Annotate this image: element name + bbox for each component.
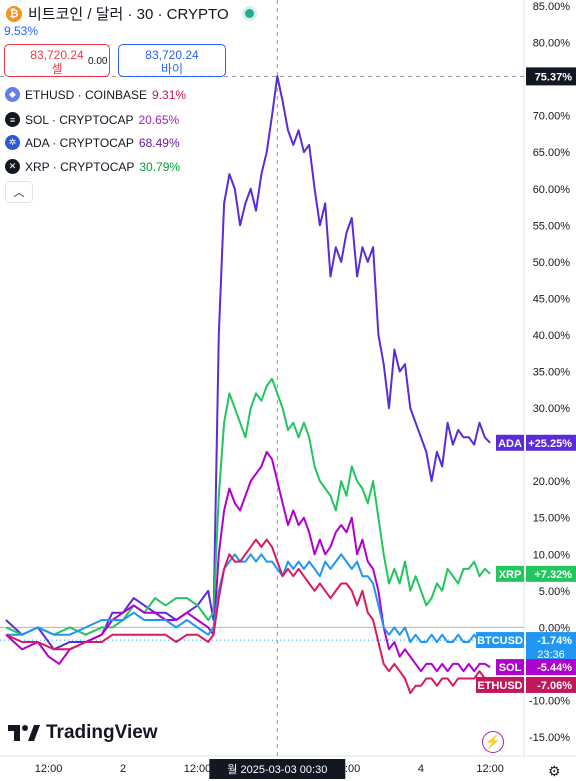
y-tick-label: 30.00% (533, 403, 571, 415)
buy-button[interactable]: 83,720.24 바이 (118, 44, 226, 77)
price-tag-countdown: 23:36 (537, 649, 565, 661)
series-line-xrp (5, 377, 491, 636)
legend-value: 20.65% (138, 112, 180, 127)
price-tag-ethusd[interactable]: ETHUSD -7.06% (476, 676, 576, 693)
legend-value: 30.79% (139, 159, 181, 174)
y-tick-label: -10.00% (529, 695, 570, 707)
gear-icon[interactable]: ⚙ (548, 763, 561, 779)
collapse-legend-button[interactable]: ︿ (5, 181, 33, 203)
crosshair-x-label-bg (209, 759, 346, 779)
price-tag-value-bg (526, 434, 576, 451)
legend-name: XRP · CRYPTOCAP (25, 159, 135, 174)
price-tag-sol[interactable]: SOL -5.44% (496, 659, 576, 676)
logo-text: TradingView (46, 722, 158, 743)
price-tag-name: BTCUSD (477, 635, 523, 647)
y-tick-label: 15.00% (533, 513, 571, 525)
y-tick-label: 55.00% (533, 220, 571, 232)
price-tag-xrp[interactable]: XRP +7.32% (496, 565, 576, 582)
y-tick-label: 50.00% (533, 257, 571, 269)
legend-item-xrp[interactable]: ✕ XRP · CRYPTOCAP 30.79% (5, 159, 180, 174)
y-tick-label: 5.00% (539, 586, 570, 598)
crosshair-x-label: 월 2025-03-03 00:30 (227, 763, 327, 776)
chart-header: ₿ 비트코인 / 달러 · 30 · CRYPTO (6, 3, 254, 24)
series-line-sol (5, 450, 491, 673)
sell-button[interactable]: 83,720.24 셀 (4, 44, 110, 77)
symbol-title[interactable]: 비트코인 / 달러 · 30 · CRYPTO (28, 6, 229, 23)
series-line-ethusd (5, 538, 491, 695)
legend-value: 68.49% (138, 135, 180, 150)
series-line-ada (5, 75, 491, 651)
solana-icon: ≡ (5, 112, 20, 127)
ethereum-icon: ◆ (5, 87, 20, 102)
price-tag-value: -7.06% (537, 680, 572, 692)
price-tag-value: +7.32% (534, 569, 572, 581)
x-tick-label: 12:00 (184, 763, 212, 775)
buy-price: 83,720.24 (145, 48, 199, 62)
price-tag-name: ADA (498, 438, 522, 450)
y-tick-label: 40.00% (533, 330, 571, 342)
cardano-icon: ✲ (5, 135, 20, 150)
price-tag-value-bg (526, 632, 576, 663)
tradingview-logo-icon (8, 725, 40, 741)
price-tag-value-bg (526, 565, 576, 582)
price-tag-value-bg (526, 659, 576, 676)
y-tick-label: 80.00% (533, 38, 571, 50)
legend-name: ADA · CRYPTOCAP (25, 135, 134, 150)
x-tick-label: 4 (418, 763, 424, 775)
price-tag-name-bg (496, 565, 524, 582)
y-tick-label: 0.00% (539, 622, 570, 634)
price-tag-name-bg (476, 632, 524, 649)
main-change: 9.53% (4, 24, 39, 38)
price-tag-value: +25.25% (528, 438, 572, 450)
series-line-btcusd (6, 553, 491, 643)
tradingview-logo: TradingView (8, 722, 158, 744)
legend-item-sol[interactable]: ≡ SOL · CRYPTOCAP 20.65% (5, 112, 179, 127)
price-tag-name: SOL (499, 662, 522, 674)
sell-price: 83,720.24 (30, 48, 84, 62)
lightning-icon[interactable]: ⚡ (482, 731, 504, 753)
price-tag-name-bg (496, 434, 524, 451)
x-tick-label: 2 (120, 763, 126, 775)
x-tick-label: 12:00 (35, 763, 63, 775)
legend-name: SOL · CRYPTOCAP (25, 112, 134, 127)
price-tag-name: XRP (499, 569, 522, 581)
legend-value: 9.31% (152, 87, 187, 102)
legend-item-eth[interactable]: ◆ ETHUSD · COINBASE 9.31% (5, 87, 186, 102)
bitcoin-icon: ₿ (6, 5, 22, 22)
xrp-icon: ✕ (5, 159, 20, 174)
y-tick-label: 85.00% (533, 1, 571, 13)
price-tag-name-bg (476, 676, 524, 693)
y-tick-label: 65.00% (533, 147, 571, 159)
sell-label: 셀 (51, 62, 63, 76)
legend-name: ETHUSD · COINBASE (25, 87, 148, 102)
price-tag-value-bg (526, 676, 576, 693)
price-tag-value: -1.74% (537, 635, 572, 647)
y-tick-label: -15.00% (529, 732, 570, 744)
price-tag-name-bg (496, 659, 524, 676)
y-tick-label: 60.00% (533, 184, 571, 196)
price-tag-btcusd[interactable]: BTCUSD -1.74% 23:36 (476, 632, 576, 663)
crosshair-y-label: 75.37% (535, 71, 573, 83)
x-tick-label: 12:00 (476, 763, 504, 775)
y-tick-label: 10.00% (533, 549, 571, 561)
y-tick-label: 35.00% (533, 367, 571, 379)
y-tick-label: 45.00% (533, 293, 571, 305)
legend-item-ada[interactable]: ✲ ADA · CRYPTOCAP 68.49% (5, 135, 180, 150)
market-open-icon (244, 9, 254, 18)
price-tag-name: ETHUSD (477, 680, 522, 692)
crosshair-y-label-bg (526, 67, 576, 86)
y-tick-label: 70.00% (533, 111, 571, 123)
chevron-up-icon: ︿ (13, 187, 25, 199)
spread-value: 0.00 (88, 56, 108, 67)
y-tick-label: 20.00% (533, 476, 571, 488)
buy-label: 바이 (160, 62, 184, 76)
price-tag-value: -5.44% (537, 662, 572, 674)
price-tag-ada[interactable]: ADA +25.25% (496, 434, 576, 451)
